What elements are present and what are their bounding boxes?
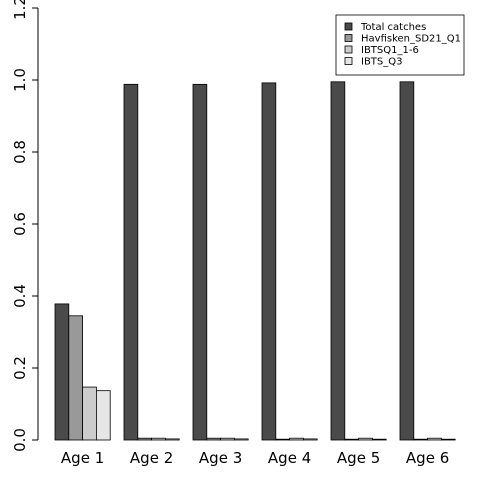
x-axis-labels: Age 1 Age 2 Age 3 Age 4 Age 5 Age 6 <box>61 449 449 467</box>
bar <box>302 438 318 441</box>
legend-swatch <box>344 57 353 65</box>
bar <box>206 437 222 441</box>
legend-box <box>335 14 465 76</box>
y-tick-label: 0.2 <box>11 356 29 380</box>
bar <box>371 438 387 441</box>
legend-label: IBTS_Q3 <box>361 57 403 68</box>
y-tick-label: 0.0 <box>11 428 29 452</box>
legend-label: Total catches <box>360 22 426 33</box>
bar <box>123 83 139 441</box>
legend-label: IBTSQ1_1-6 <box>361 45 419 56</box>
legend-swatch <box>344 22 353 31</box>
y-tick-label: 0.4 <box>11 284 29 308</box>
y-tick-label: 0.8 <box>11 140 29 164</box>
bar <box>192 83 208 441</box>
bar-group-age-4 <box>261 82 318 441</box>
bar <box>413 438 428 441</box>
bar <box>261 82 277 441</box>
bar <box>220 437 235 441</box>
y-tick-label: 1.2 <box>11 0 29 20</box>
bar <box>275 438 290 441</box>
legend-label: Havfisken_SD21_Q1 <box>361 34 461 45</box>
legend-swatch <box>344 34 353 42</box>
bar <box>440 438 456 441</box>
bar <box>164 438 180 441</box>
bar <box>233 438 249 441</box>
bar <box>427 437 442 441</box>
bar <box>358 437 373 441</box>
bar-group-age-6 <box>399 81 456 441</box>
bar <box>54 303 70 441</box>
y-tick-label: 0.6 <box>11 212 29 236</box>
bar-group-age-5 <box>330 81 387 441</box>
bar-group-age-3 <box>192 83 249 441</box>
bar <box>137 437 153 441</box>
bar <box>82 386 97 441</box>
bar <box>330 81 346 441</box>
bar <box>96 390 111 441</box>
x-tick-label: Age 5 <box>337 449 380 467</box>
x-tick-label: Age 6 <box>406 449 449 467</box>
bar <box>344 438 359 441</box>
x-tick-label: Age 2 <box>130 449 173 467</box>
x-tick-label: Age 4 <box>268 449 311 467</box>
legend: Total catchesHavfisken_SD21_Q1IBTSQ1_1-6… <box>335 14 465 76</box>
x-tick-label: Age 3 <box>199 449 242 467</box>
legend-swatch <box>344 45 353 54</box>
x-tick-label: Age 1 <box>61 449 104 467</box>
bar <box>289 437 304 441</box>
bar-series-group <box>54 81 456 441</box>
bar-group-age-2 <box>123 83 180 441</box>
bar <box>399 81 415 441</box>
y-axis: 0.0 0.2 0.4 0.6 0.8 1.0 1.2 <box>11 0 39 452</box>
bar-group-age-1 <box>54 303 111 441</box>
bar <box>151 437 166 441</box>
bar <box>68 315 84 441</box>
y-tick-label: 1.0 <box>11 68 29 92</box>
